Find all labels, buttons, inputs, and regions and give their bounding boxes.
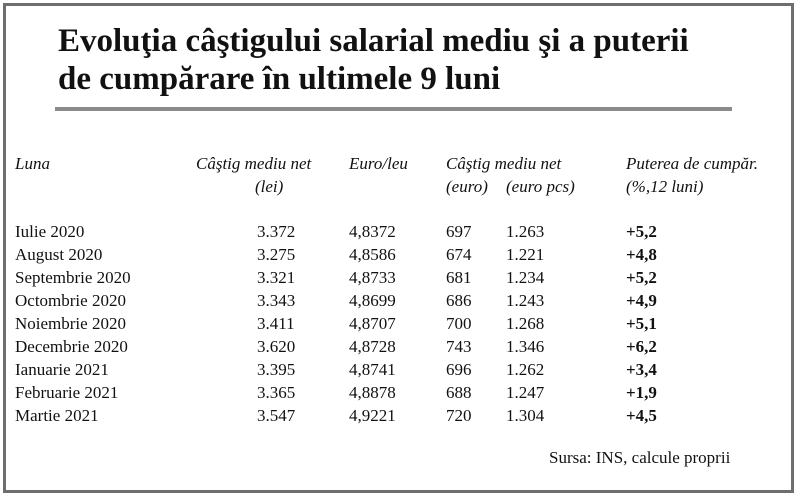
- header-euro-leu: Euro/leu: [349, 154, 408, 173]
- cell-net-lei: 3.620: [257, 337, 296, 356]
- cell-net-euro-pcs: 1.263: [506, 222, 545, 241]
- cell-net-euro: 688: [446, 383, 472, 402]
- table-row: Ianuarie 2021 3.395 4,8741 696 1.262 +3,…: [0, 358, 790, 381]
- cell-luna: Iulie 2020: [15, 222, 85, 241]
- source-note: Sursa: INS, calcule proprii: [549, 448, 731, 467]
- header-castig-net: Câştig mediu net: [196, 154, 312, 173]
- cell-net-euro-pcs: 1.268: [506, 314, 545, 333]
- header-putere: Puterea de cumpăr.: [626, 154, 759, 173]
- cell-euro-leu: 4,8372: [349, 222, 396, 241]
- header-castig-euro-pcs-unit: (euro pcs): [506, 177, 575, 196]
- header-castig-euro-unit: (euro): [446, 177, 488, 196]
- cell-putere: +4,5: [626, 406, 657, 425]
- cell-putere: +6,2: [626, 337, 657, 356]
- title-line-1: Evoluţia câştigului salarial mediu şi a …: [58, 23, 689, 59]
- table-row: Februarie 2021 3.365 4,8878 688 1.247 +1…: [0, 381, 790, 404]
- cell-luna: Septembrie 2020: [15, 268, 131, 287]
- cell-net-euro: 700: [446, 314, 472, 333]
- cell-putere: +3,4: [626, 360, 657, 379]
- cell-net-lei: 3.365: [257, 383, 296, 402]
- cell-net-lei: 3.321: [257, 268, 296, 287]
- cell-euro-leu: 4,8878: [349, 383, 396, 402]
- cell-putere: +1,9: [626, 383, 657, 402]
- cell-net-euro-pcs: 1.247: [506, 383, 545, 402]
- table-row: August 2020 3.275 4,8586 674 1.221 +4,8: [0, 243, 790, 266]
- cell-luna: Martie 2021: [15, 406, 99, 425]
- cell-net-euro-pcs: 1.346: [506, 337, 545, 356]
- cell-net-lei: 3.395: [257, 360, 296, 379]
- cell-putere: +5,1: [626, 314, 657, 333]
- cell-net-lei: 3.547: [257, 406, 296, 425]
- cell-net-lei: 3.343: [257, 291, 296, 310]
- page-title: Evoluţia câştigului salarial mediu şi a …: [58, 22, 748, 98]
- cell-net-euro-pcs: 1.221: [506, 245, 545, 264]
- title-line-2: de cumpărare în ultimele 9 luni: [58, 61, 501, 97]
- table-row: Martie 2021 3.547 4,9221 720 1.304 +4,5: [0, 404, 790, 427]
- header-castig-net-unit: (lei): [255, 177, 284, 196]
- cell-net-lei: 3.372: [257, 222, 296, 241]
- cell-euro-leu: 4,8728: [349, 337, 396, 356]
- cell-net-euro: 697: [446, 222, 472, 241]
- cell-putere: +4,9: [626, 291, 657, 310]
- cell-luna: Decembrie 2020: [15, 337, 128, 356]
- cell-net-euro: 686: [446, 291, 472, 310]
- header-putere-unit: (%,12 luni): [626, 177, 704, 196]
- cell-luna: Ianuarie 2021: [15, 360, 109, 379]
- cell-net-euro: 743: [446, 337, 472, 356]
- cell-net-euro-pcs: 1.304: [506, 406, 545, 425]
- cell-putere: +5,2: [626, 268, 657, 287]
- cell-luna: Februarie 2021: [15, 383, 119, 402]
- header-castig-euro: Câştig mediu net: [446, 154, 562, 173]
- cell-euro-leu: 4,8586: [349, 245, 396, 264]
- cell-putere: +5,2: [626, 222, 657, 241]
- cell-net-lei: 3.275: [257, 245, 296, 264]
- cell-euro-leu: 4,8741: [349, 360, 396, 379]
- cell-putere: +4,8: [626, 245, 657, 264]
- table-row: Septembrie 2020 3.321 4,8733 681 1.234 +…: [0, 266, 790, 289]
- header-luna: Luna: [15, 154, 50, 173]
- cell-euro-leu: 4,8733: [349, 268, 396, 287]
- cell-net-euro-pcs: 1.243: [506, 291, 545, 310]
- cell-net-euro: 720: [446, 406, 472, 425]
- cell-euro-leu: 4,8699: [349, 291, 396, 310]
- cell-luna: August 2020: [15, 245, 103, 264]
- table-row: Noiembrie 2020 3.411 4,8707 700 1.268 +5…: [0, 312, 790, 335]
- table-row: Decembrie 2020 3.620 4,8728 743 1.346 +6…: [0, 335, 790, 358]
- cell-luna: Noiembrie 2020: [15, 314, 126, 333]
- cell-net-euro: 681: [446, 268, 472, 287]
- cell-net-euro-pcs: 1.234: [506, 268, 545, 287]
- cell-euro-leu: 4,9221: [349, 406, 396, 425]
- cell-euro-leu: 4,8707: [349, 314, 396, 333]
- table-frame: [3, 3, 794, 493]
- cell-luna: Octombrie 2020: [15, 291, 126, 310]
- cell-net-euro-pcs: 1.262: [506, 360, 545, 379]
- table-row: Iulie 2020 3.372 4,8372 697 1.263 +5,2: [0, 220, 790, 243]
- title-underline: [55, 107, 732, 111]
- cell-net-euro: 696: [446, 360, 472, 379]
- cell-net-lei: 3.411: [257, 314, 295, 333]
- cell-net-euro: 674: [446, 245, 472, 264]
- table-row: Octombrie 2020 3.343 4,8699 686 1.243 +4…: [0, 289, 790, 312]
